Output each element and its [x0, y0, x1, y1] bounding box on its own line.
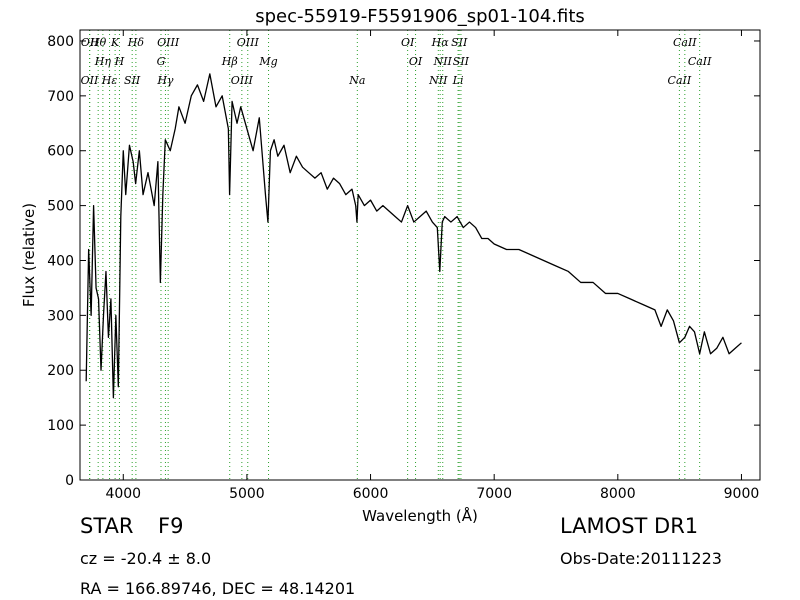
y-axis-label: Flux (relative): [20, 203, 38, 307]
line-label: Hα: [431, 36, 450, 49]
y-tick-label: 200: [47, 363, 74, 379]
line-label: Mg: [258, 55, 277, 68]
line-label: K: [110, 36, 120, 49]
observation-date: Obs-Date:20111223: [560, 549, 722, 568]
spectrum-line: [85, 73, 742, 399]
x-tick-label: 7000: [476, 486, 512, 502]
y-tick-label: 500: [47, 199, 74, 215]
y-tick-label: 400: [47, 253, 74, 269]
release-name: LAMOST DR1: [560, 514, 699, 538]
line-label: OIII: [157, 36, 180, 49]
line-label: OII: [81, 74, 99, 87]
line-label: H: [114, 55, 125, 68]
coordinates: RA = 166.89746, DEC = 48.14201: [80, 579, 356, 598]
x-tick-label: 9000: [724, 486, 760, 502]
line-label: Hγ: [156, 74, 174, 87]
x-tick-label: 8000: [600, 486, 636, 502]
y-tick-label: 600: [47, 144, 74, 160]
line-label: Hβ: [221, 55, 238, 68]
y-tick-label: 100: [47, 418, 74, 434]
line-label: SII: [451, 36, 468, 49]
redshift-value: cz = -20.4 ± 8.0: [80, 549, 212, 568]
chart-title: spec-55919-F5591906_sp01-104.fits: [255, 6, 585, 27]
line-label: Hε: [101, 74, 118, 87]
y-tick-label: 0: [65, 473, 74, 489]
x-axis-label: Wavelength (Å): [362, 506, 478, 525]
y-tick-label: 800: [47, 34, 74, 50]
spectral-subclass: F9: [158, 514, 184, 538]
line-label: Li: [452, 74, 464, 87]
line-label: Hδ: [127, 36, 145, 49]
spectrum-series: [85, 73, 742, 399]
line-label: G: [157, 55, 166, 68]
line-label: Na: [348, 74, 365, 87]
line-label: NII: [428, 74, 448, 87]
x-tick-label: 4000: [105, 486, 141, 502]
line-label: CaII: [668, 74, 692, 87]
line-label: Hη: [94, 55, 112, 68]
object-class: STAR: [80, 514, 134, 538]
line-label: OI: [409, 55, 423, 68]
line-label: SII: [453, 55, 470, 68]
spectral-lines: Hθ Hη Hε KH SII Hδ G Hγ OIII Hβ OIII OIII Mg Na OI OI NI…: [81, 30, 712, 480]
line-label: OII: [81, 36, 99, 49]
line-label: CaII: [688, 55, 712, 68]
line-label: Hθ: [89, 36, 107, 49]
line-label: SII: [124, 74, 141, 87]
plot-frame: [79, 29, 761, 481]
x-tick-label: 6000: [353, 486, 389, 502]
line-label: OI: [401, 36, 415, 49]
line-label: OIII: [231, 74, 254, 87]
y-tick-label: 300: [47, 308, 74, 324]
line-label: NII: [433, 55, 453, 68]
line-label: OIII: [237, 36, 260, 49]
axis-ticks: 4000 5000 6000 7000 8000 9000 0 100 200 300 400 500…: [47, 30, 760, 502]
x-tick-label: 5000: [229, 486, 265, 502]
y-tick-label: 700: [47, 89, 74, 105]
line-label: CaII: [673, 36, 697, 49]
